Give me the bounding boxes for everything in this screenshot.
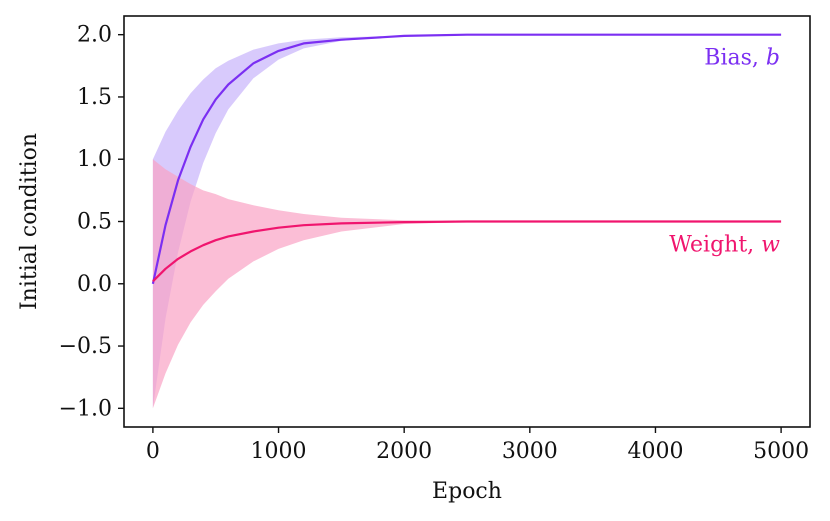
x-tick-label: 0 xyxy=(146,439,160,464)
y-tick-label: −0.5 xyxy=(59,334,112,359)
y-tick-label: 2.0 xyxy=(77,23,112,48)
bias-label: Bias, b xyxy=(704,46,780,71)
y-tick-label: 0.0 xyxy=(77,272,112,297)
weight-line xyxy=(152,220,782,283)
y-axis: −1.0 −0.5 0.0 0.5 1.0 1.5 2.0 xyxy=(59,23,124,421)
x-axis: 0 1000 2000 3000 4000 5000 xyxy=(146,427,809,464)
y-tick-label: 0.5 xyxy=(77,210,112,235)
series-labels: Bias, b Weight, w xyxy=(669,46,780,258)
y-tick-label: −1.0 xyxy=(59,396,112,421)
series-lines xyxy=(151,33,782,285)
weight-band xyxy=(152,159,782,409)
x-axis-title: Epoch xyxy=(432,479,502,504)
bias-band xyxy=(152,34,782,409)
x-tick-label: 2000 xyxy=(376,439,432,464)
x-tick-label: 5000 xyxy=(753,439,809,464)
x-tick-label: 3000 xyxy=(502,439,558,464)
x-tick-label: 4000 xyxy=(627,439,683,464)
y-tick-label: 1.0 xyxy=(77,147,112,172)
x-tick-label: 1000 xyxy=(251,439,307,464)
bias-line xyxy=(151,33,782,285)
confidence-bands xyxy=(152,34,782,409)
weight-label: Weight, w xyxy=(669,233,780,258)
y-axis-title: Initial condition xyxy=(17,133,42,310)
y-tick-label: 1.5 xyxy=(77,85,112,110)
